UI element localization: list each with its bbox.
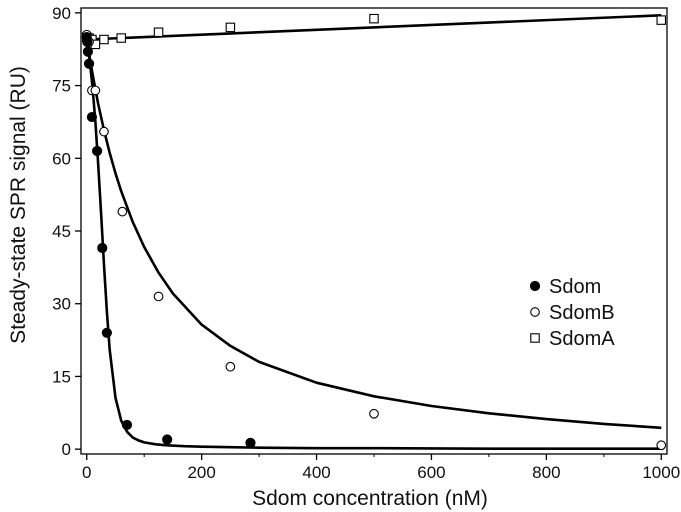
- x-tick-label: 200: [187, 463, 215, 482]
- legend-marker-sdomb: [530, 307, 540, 317]
- data-point-sdom: [82, 46, 93, 57]
- data-point-sdom: [86, 111, 98, 123]
- data-point-sdom: [121, 419, 133, 431]
- fit-line-sdom: [85, 40, 662, 451]
- data-point-sdom: [162, 434, 173, 445]
- y-axis-title: Steady-state SPR signal (RU): [7, 66, 30, 344]
- data-point-sdomb: [369, 408, 379, 419]
- data-point-sdomb: [153, 291, 164, 302]
- data-point-sdomb: [656, 440, 667, 451]
- legend-marker-sdoma: [530, 333, 540, 343]
- x-tick-label: 0: [82, 463, 91, 482]
- data-point-sdomb: [99, 126, 109, 137]
- data-point-sdom: [91, 145, 103, 157]
- fit-line-sdoma: [86, 14, 662, 41]
- data-point-sdom: [245, 437, 256, 448]
- data-point-sdom: [101, 327, 112, 338]
- data-point-sdom: [82, 36, 93, 48]
- x-tick-label: 1000: [642, 463, 680, 482]
- data-point-sdom: [83, 58, 95, 69]
- y-tick-label: 90: [52, 4, 71, 23]
- data-point-sdoma: [153, 27, 164, 37]
- data-point-sdoma: [369, 13, 379, 24]
- data-point-sdoma: [225, 22, 236, 33]
- legend-label-sdoma: SdomA: [549, 328, 615, 350]
- data-point-sdoma: [656, 15, 667, 25]
- plot-area-frame: [80, 7, 668, 455]
- x-axis-title: Sdom concentration (nM): [252, 487, 488, 510]
- fit-line-sdomb: [85, 39, 662, 430]
- data-point-sdomb: [90, 85, 101, 96]
- data-point-sdom: [97, 242, 108, 254]
- data-point-sdomb: [225, 361, 236, 372]
- legend-label-sdom: Sdom: [549, 276, 601, 298]
- data-point-sdoma: [116, 33, 126, 43]
- x-tick-label: 800: [532, 463, 560, 482]
- y-tick-label: 30: [52, 295, 71, 314]
- legend-marker-sdom: [529, 280, 541, 292]
- x-tick-label: 400: [302, 463, 330, 482]
- y-tick-label: 15: [52, 367, 71, 386]
- legend-label-sdomb: SdomB: [549, 302, 615, 324]
- data-point-sdoma: [99, 34, 109, 45]
- y-tick-label: 45: [52, 222, 71, 241]
- x-tick-label: 600: [417, 463, 445, 482]
- y-tick-label: 0: [62, 440, 71, 459]
- data-point-sdomb: [117, 206, 128, 217]
- y-tick-label: 75: [52, 77, 71, 96]
- y-tick-label: 60: [52, 149, 71, 168]
